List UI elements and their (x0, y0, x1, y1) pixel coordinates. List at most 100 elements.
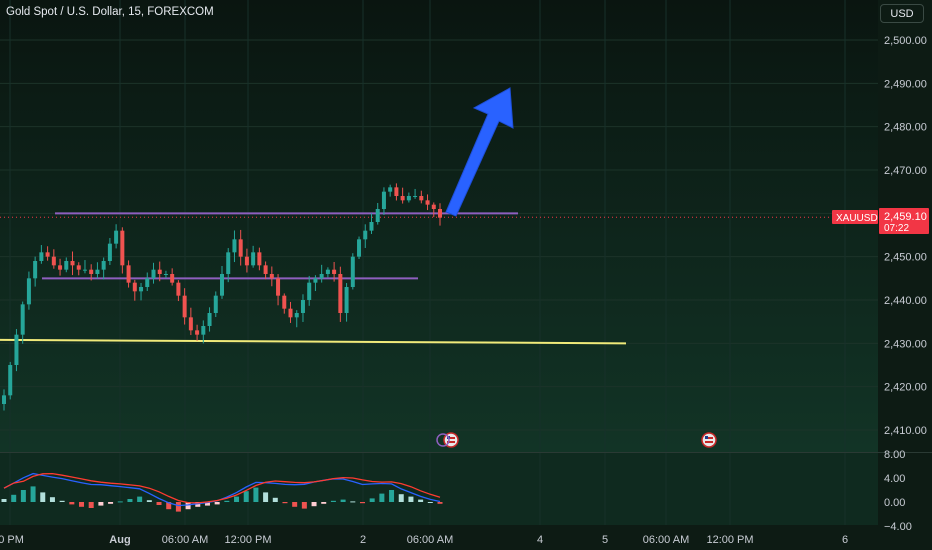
time-axis-label: 00 PM (0, 534, 24, 546)
time-axis-label: 2 (360, 534, 366, 546)
main-pane-background (0, 0, 878, 452)
candle-body (338, 274, 343, 313)
event-ring-icon (436, 433, 450, 447)
macd-histogram-bar (30, 486, 36, 502)
price-axis-label: 2,420.00 (884, 382, 927, 394)
support-line[interactable] (0, 338, 627, 345)
candle-body (238, 239, 243, 257)
candle-body (107, 243, 112, 261)
symbol-tag-label: XAUUSD (836, 213, 878, 224)
candle-body (431, 204, 436, 209)
macd-histogram-bar (214, 502, 220, 505)
macd-histogram-bar (379, 493, 385, 502)
us-flag-event-icon[interactable] (701, 432, 717, 448)
indicator-axis-label: 0.00 (884, 497, 905, 509)
macd-histogram-bar (350, 501, 356, 503)
macd-histogram-bar (69, 502, 75, 505)
candle-body (76, 265, 81, 270)
macd-histogram-bar (204, 502, 210, 506)
macd-histogram-bar (427, 502, 433, 503)
signal-line (3, 472, 441, 504)
price-axis-label: 2,490.00 (884, 78, 927, 90)
candle-body (157, 269, 162, 274)
candle-body (201, 326, 206, 335)
candle-body (182, 295, 187, 318)
macd-histogram-bar (408, 496, 414, 502)
current-price-value: 2,459.10 (884, 211, 927, 223)
macd-histogram-bar (224, 500, 230, 502)
candle-body (269, 274, 274, 279)
candle-body (300, 300, 305, 313)
candle-body (319, 274, 324, 279)
symbol-title: Gold Spot / U.S. Dollar, 15, FOREXCOM (6, 6, 214, 18)
candle-body (20, 304, 25, 335)
candle-body (369, 222, 374, 231)
currency-button[interactable]: USD (880, 4, 924, 23)
candle-body (26, 278, 31, 305)
macd-histogram-bar (418, 499, 424, 502)
candle-body (244, 256, 249, 266)
candle-body (195, 330, 200, 335)
candle-body (151, 269, 156, 279)
candle-body (8, 365, 13, 396)
candle-body (101, 261, 106, 270)
candle-body (413, 196, 418, 197)
macd-histogram-bar (437, 502, 443, 504)
flag-stripe (447, 441, 455, 443)
indicator-axis-label: 4.00 (884, 473, 905, 485)
candle-body (363, 230, 368, 240)
price-axis-label: 2,410.00 (884, 425, 927, 437)
macd-histogram-bar (98, 502, 104, 506)
macd-histogram-bar (137, 496, 143, 502)
candle-body (375, 209, 380, 222)
candle-body (58, 265, 63, 270)
price-axis-label: 2,440.00 (884, 295, 927, 307)
candle-body (14, 334, 19, 365)
price-axis-background (878, 0, 932, 550)
candle-body (325, 269, 330, 274)
price-axis-label: 2,480.00 (884, 122, 927, 134)
macd-histogram-bar (185, 502, 191, 510)
candle-body (163, 274, 168, 275)
candle-body (294, 313, 299, 318)
time-axis-label: 6 (842, 534, 848, 546)
candle-body (89, 269, 94, 274)
macd-histogram-bar (263, 492, 269, 502)
candle-body (170, 274, 175, 283)
candle-body (33, 261, 38, 279)
forecast-arrow[interactable] (445, 87, 514, 217)
price-axis-label: 2,500.00 (884, 35, 927, 47)
candle-body (357, 239, 362, 257)
candle-body (400, 196, 405, 201)
candle-body (288, 308, 293, 318)
macd-histogram-bar (59, 500, 65, 502)
candle-body (176, 282, 181, 296)
candle-body (45, 252, 50, 257)
symbol-tag (832, 210, 878, 224)
price-axis-label: 2,470.00 (884, 165, 927, 177)
macd-histogram-bar (127, 499, 133, 502)
indicator-axis-label: 8.00 (884, 449, 905, 461)
macd-histogram-bar (1, 499, 7, 502)
flag-stripe (705, 437, 713, 439)
candle-body (307, 282, 312, 300)
current-price-tag (879, 208, 929, 234)
macd-histogram-bar (389, 490, 395, 502)
macd-histogram-bar (146, 500, 152, 502)
macd-histogram-bar (234, 496, 240, 502)
candle-body (213, 295, 218, 313)
macd-histogram-bar (195, 502, 201, 507)
macd-histogram-bar (20, 490, 26, 502)
macd-histogram-bar (369, 498, 375, 502)
time-axis-label: 4 (537, 534, 543, 546)
candle-body (263, 265, 268, 274)
candle-body (425, 200, 430, 205)
candle-body (132, 282, 137, 292)
time-axis-label: Aug (109, 534, 130, 546)
time-axis-label: 06:00 AM (407, 534, 453, 546)
candle-body (251, 252, 256, 266)
price-axis-label: 2,430.00 (884, 338, 927, 350)
time-axis-label: 12:00 PM (224, 534, 271, 546)
